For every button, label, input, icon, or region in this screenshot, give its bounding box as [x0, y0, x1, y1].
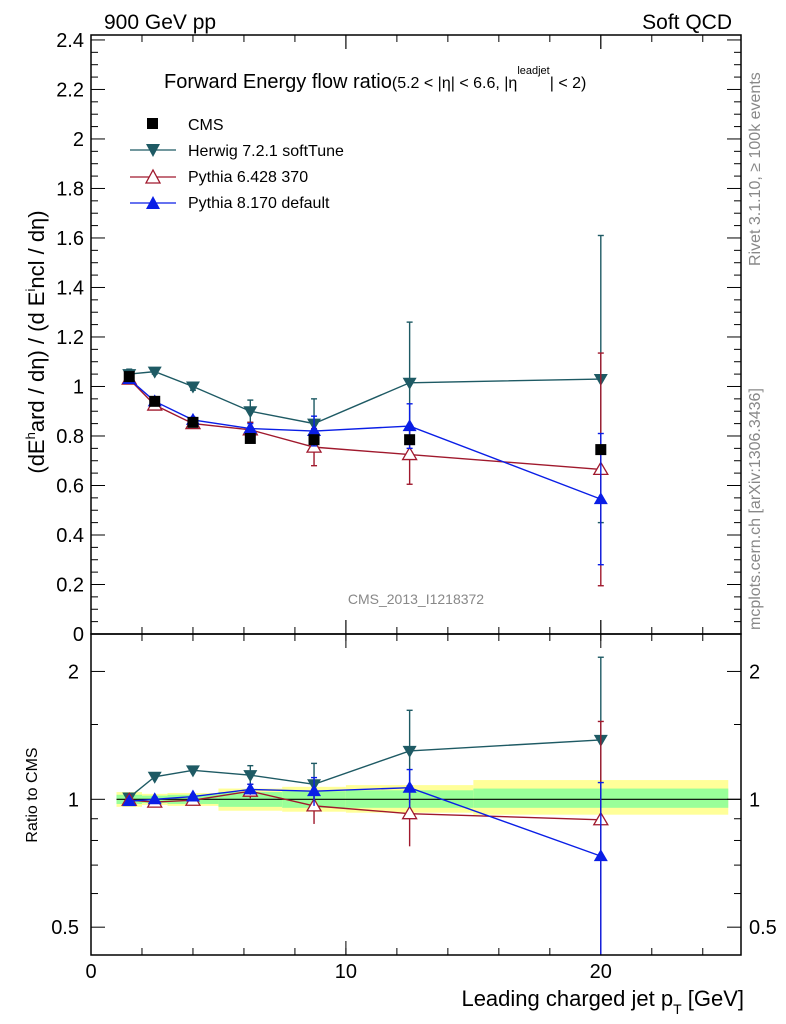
main-ytick-label: 0.2 — [56, 574, 84, 596]
main-ytick-label: 2.4 — [56, 30, 84, 52]
series-line-pythia8 — [128, 378, 602, 500]
data-point-cms — [404, 434, 416, 446]
series-herwig — [122, 234, 608, 524]
x-tick-label: 10 — [335, 961, 357, 983]
ratio-ytick-label-right: 2 — [749, 661, 760, 683]
main-ytick-label: 1.2 — [56, 327, 84, 349]
ratio-series-herwig — [122, 656, 608, 894]
ratio-point-pythia8 — [122, 794, 137, 807]
ratio-series-pythia8 — [122, 768, 608, 955]
data-point-herwig — [243, 406, 258, 419]
ratio-point-pythia8 — [185, 789, 200, 802]
main-ytick-label: 2 — [73, 129, 84, 151]
series-cms — [123, 371, 607, 456]
main-title-sup: leadjet — [517, 65, 549, 77]
ratio-point-herwig — [185, 765, 200, 778]
ratio-point-pythia8 — [243, 782, 258, 795]
main-title-suffix: (5.2 < |η| < 6.6, |η — [392, 75, 517, 92]
ratio-ytick-label: 2 — [68, 661, 79, 683]
main-ytick-label: 0.8 — [56, 426, 84, 448]
main-ytick-label: 0.6 — [56, 475, 84, 497]
main-panel: 0 0.2 0.4 0.6 0.8 1 1.2 1.4 1.6 1.8 2 2.2 2.4 — [56, 30, 742, 646]
ratio-point-pythia8 — [147, 792, 162, 805]
main-ytick-label: 1 — [73, 376, 84, 398]
data-point-herwig — [185, 381, 200, 394]
legend-marker-herwig — [146, 144, 160, 157]
ratio-panel: 0.5 0.51 12 20 10 20 — [51, 633, 777, 983]
legend-label-pythia6: Pythia 6.428 370 — [188, 169, 308, 186]
ratio-point-pythia8 — [593, 849, 608, 862]
main-ytick-label: 1.4 — [56, 277, 84, 299]
main-ytick-label: 1.8 — [56, 178, 84, 200]
data-point-cms — [187, 416, 199, 428]
ratio-point-herwig — [402, 745, 417, 758]
series-line-herwig — [129, 370, 601, 425]
data-point-pythia8 — [593, 492, 608, 505]
rivet-label: Rivet 3.1.10, ≥ 100k events — [747, 72, 764, 266]
main-title: Forward Energy flow ratio(5.2 < |η| < 6.… — [164, 65, 586, 93]
data-point-cms — [149, 395, 161, 407]
main-title-end: | < 2) — [550, 75, 587, 92]
data-point-pythia8 — [243, 421, 258, 434]
ratio-point-herwig — [147, 771, 162, 784]
main-ylabel: (dEhard / dη) / (d Eincl / dη) — [23, 210, 49, 473]
ratio-frame — [90, 633, 742, 956]
ratio-ylabel: Ratio to CMS — [24, 747, 41, 842]
legend-label-cms: CMS — [188, 117, 224, 134]
data-point-pythia8 — [307, 424, 322, 437]
main-ytick-label: 0 — [73, 624, 84, 646]
legend-item-herwig: Herwig 7.2.1 softTune — [130, 143, 344, 160]
header-left: 900 GeV pp — [104, 11, 216, 34]
ratio-point-herwig — [243, 770, 258, 783]
x-tick-label: 20 — [590, 961, 612, 983]
x-tick-label: 0 — [85, 961, 96, 983]
header-right: Soft QCD — [642, 11, 732, 34]
data-point-pythia6 — [401, 446, 418, 461]
legend-label-pythia8: Pythia 8.170 default — [188, 195, 330, 212]
data-point-cms — [595, 444, 607, 456]
legend-marker-cms — [147, 118, 158, 129]
legend-marker-pythia6 — [144, 168, 162, 184]
main-ytick-label: 0.4 — [56, 525, 84, 547]
legend-label-herwig: Herwig 7.2.1 softTune — [188, 143, 344, 160]
data-point-cms — [308, 434, 320, 446]
data-point-cms — [244, 432, 256, 444]
ratio-point-pythia8 — [307, 784, 322, 797]
main-title-text: Forward Energy flow ratio — [164, 71, 392, 93]
ratio-ytick-label-right: 0.5 — [749, 917, 777, 939]
ratio-series-pythia6 — [121, 720, 609, 955]
ratio-point-pythia6 — [401, 805, 418, 820]
legend-item-cms: CMS — [147, 117, 224, 134]
ratio-point-pythia8 — [402, 780, 417, 793]
ratio-ytick-label: 1 — [68, 789, 79, 811]
legend-item-pythia6: Pythia 6.428 370 — [130, 168, 308, 186]
data-point-cms — [123, 371, 135, 383]
data-point-herwig — [402, 377, 417, 390]
watermark: CMS_2013_I1218372 — [348, 591, 484, 607]
ratio-ytick-label-right: 1 — [749, 789, 760, 811]
series-line-pythia6 — [128, 378, 601, 471]
ratio-ytick-label: 0.5 — [51, 917, 79, 939]
main-ytick-label: 2.2 — [56, 79, 84, 101]
legend-item-pythia8: Pythia 8.170 default — [130, 195, 330, 212]
main-ytick-label: 1.6 — [56, 228, 84, 250]
data-point-pythia8 — [402, 419, 417, 432]
legend-marker-pythia8 — [146, 196, 160, 209]
series-pythia8 — [122, 372, 608, 566]
x-axis-label: Leading charged jet pT [GeV] — [461, 986, 744, 1017]
legend: CMS Herwig 7.2.1 softTune Pythia 6.428 3… — [130, 117, 344, 212]
mcplots-label: mcplots.cern.ch [arXiv:1306.3436] — [747, 388, 764, 630]
data-point-herwig — [147, 366, 162, 379]
